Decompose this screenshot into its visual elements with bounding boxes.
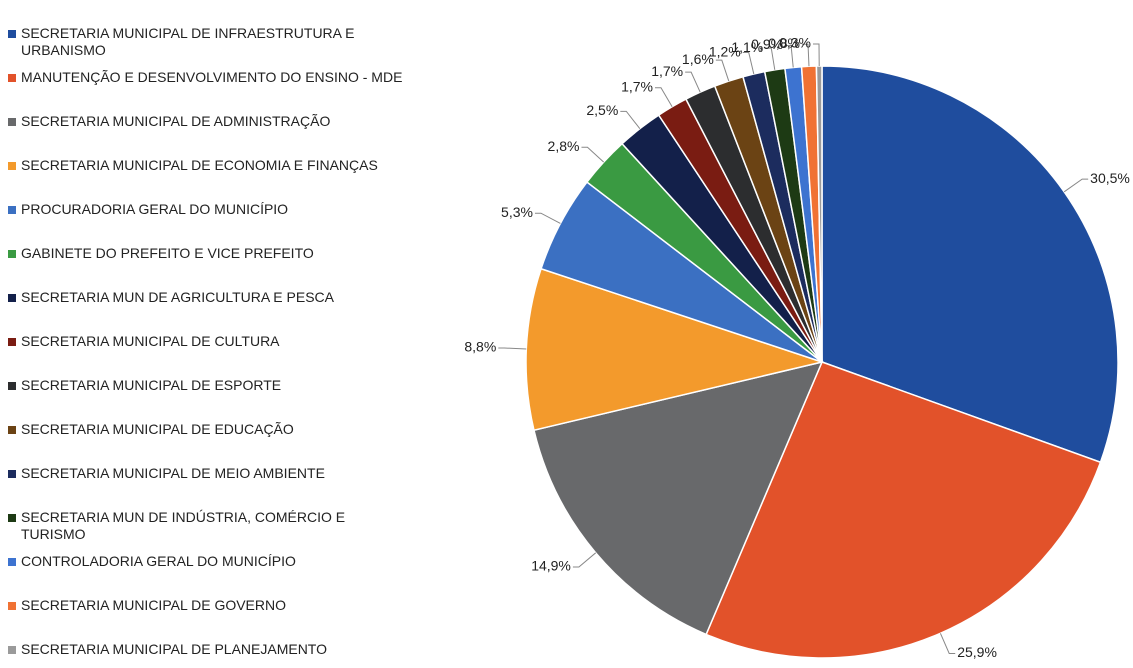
legend-swatch	[8, 602, 16, 610]
legend-label: SECRETARIA MUNICIPAL DE ADMINISTRAÇÃO	[21, 113, 331, 129]
legend-swatch	[8, 558, 16, 566]
legend-item: MANUTENÇÃO E DESENVOLVIMENTO DO ENSINO -…	[8, 69, 403, 86]
leader-line	[802, 43, 810, 67]
legend-label: CONTROLADORIA GERAL DO MUNICÍPIO	[21, 553, 296, 569]
data-label: 1,6%	[682, 51, 714, 67]
data-label: 14,9%	[531, 558, 571, 574]
data-label: 0,9%	[751, 36, 783, 52]
legend-item: SECRETARIA MUNICIPAL DE ESPORTE	[8, 377, 403, 394]
data-label: 5,3%	[501, 204, 533, 220]
data-label: 1,1%	[731, 39, 763, 55]
legend-item: SECRETARIA MUNICIPAL DE ADMINISTRAÇÃO	[8, 113, 403, 130]
legend-item: GABINETE DO PREFEITO E VICE PREFEITO	[8, 245, 403, 262]
legend-item: CONTROLADORIA GERAL DO MUNICÍPIO	[8, 553, 403, 570]
legend-swatch	[8, 250, 16, 258]
legend-label: SECRETARIA MUN DE AGRICULTURA E PESCA	[21, 289, 334, 305]
legend-swatch	[8, 382, 16, 390]
leader-line	[498, 347, 527, 350]
pie-slice	[821, 65, 1119, 464]
legend-label: SECRETARIA MUNICIPAL DE ESPORTE	[21, 377, 282, 393]
leader-line	[572, 552, 597, 568]
legend-swatch	[8, 206, 16, 214]
data-label: 1,7%	[621, 78, 653, 94]
legend-swatch	[8, 30, 16, 38]
data-label: 1,2%	[709, 43, 741, 59]
legend-label: SECRETARIA MUNICIPAL DE INFRAESTRUTURA E…	[21, 25, 355, 58]
data-label: 2,8%	[548, 138, 580, 154]
leader-line	[785, 45, 794, 68]
legend-swatch	[8, 426, 16, 434]
leader-line	[765, 47, 776, 70]
legend-label: MANUTENÇÃO E DESENVOLVIMENTO DO ENSINO -…	[21, 69, 403, 85]
pie-slice	[705, 361, 1102, 659]
legend-item: SECRETARIA MUN DE AGRICULTURA E PESCA	[8, 289, 403, 306]
legend-swatch	[8, 118, 16, 126]
data-label: 25,9%	[957, 644, 997, 660]
legend-item: SECRETARIA MUNICIPAL DE CULTURA	[8, 333, 403, 350]
leader-line	[1063, 178, 1089, 193]
data-label: 2,5%	[586, 102, 618, 118]
legend-label: GABINETE DO PREFEITO E VICE PREFEITO	[21, 245, 314, 261]
legend-swatch	[8, 514, 16, 522]
legend-swatch	[8, 646, 16, 654]
legend-item: SECRETARIA MUNICIPAL DE PLANEJAMENTO	[8, 641, 403, 658]
leader-line	[654, 87, 673, 108]
legend-item: SECRETARIA MUNICIPAL DE INFRAESTRUTURA E…	[8, 25, 403, 59]
legend-swatch	[8, 470, 16, 478]
data-label: 30,5%	[1090, 170, 1130, 186]
data-label: 0,3%	[779, 35, 811, 51]
legend-label: SECRETARIA MUNICIPAL DE PLANEJAMENTO	[21, 641, 327, 657]
leader-line	[742, 52, 755, 75]
legend-item: PROCURADORIA GERAL DO MUNICÍPIO	[8, 201, 403, 218]
leader-line	[534, 212, 561, 224]
legend-label: SECRETARIA MUNICIPAL DE GOVERNO	[21, 597, 287, 613]
data-label: 8,8%	[464, 339, 496, 355]
legend-swatch	[8, 294, 16, 302]
legend-swatch	[8, 162, 16, 170]
leader-line	[813, 43, 820, 67]
leader-line	[939, 633, 956, 654]
pie-slice	[815, 65, 823, 363]
pie-slice	[525, 267, 825, 432]
leader-line	[685, 71, 701, 93]
legend-item: SECRETARIA MUNICIPAL DE ECONOMIA E FINAN…	[8, 157, 403, 174]
legend-label: SECRETARIA MUNICIPAL DE MEIO AMBIENTE	[21, 465, 325, 481]
data-label: 1,7%	[651, 63, 683, 79]
leader-line	[715, 59, 730, 82]
legend-item: SECRETARIA MUNICIPAL DE MEIO AMBIENTE	[8, 465, 403, 482]
legend-item: SECRETARIA MUNICIPAL DE GOVERNO	[8, 597, 403, 614]
legend-item: SECRETARIA MUNICIPAL DE EDUCAÇÃO	[8, 421, 403, 438]
leader-line	[581, 146, 605, 163]
legend-swatch	[8, 74, 16, 82]
data-label: 0,8%	[768, 35, 800, 51]
legend-label: SECRETARIA MUN DE INDÚSTRIA, COMÉRCIO E …	[21, 509, 346, 542]
leader-line	[620, 110, 641, 129]
legend-label: SECRETARIA MUNICIPAL DE EDUCAÇÃO	[21, 421, 294, 437]
legend-item: SECRETARIA MUN DE INDÚSTRIA, COMÉRCIO E …	[8, 509, 403, 543]
legend-label: SECRETARIA MUNICIPAL DE ECONOMIA E FINAN…	[21, 157, 378, 173]
legend-swatch	[8, 338, 16, 346]
legend-label: PROCURADORIA GERAL DO MUNICÍPIO	[21, 201, 289, 217]
legend-label: SECRETARIA MUNICIPAL DE CULTURA	[21, 333, 280, 349]
